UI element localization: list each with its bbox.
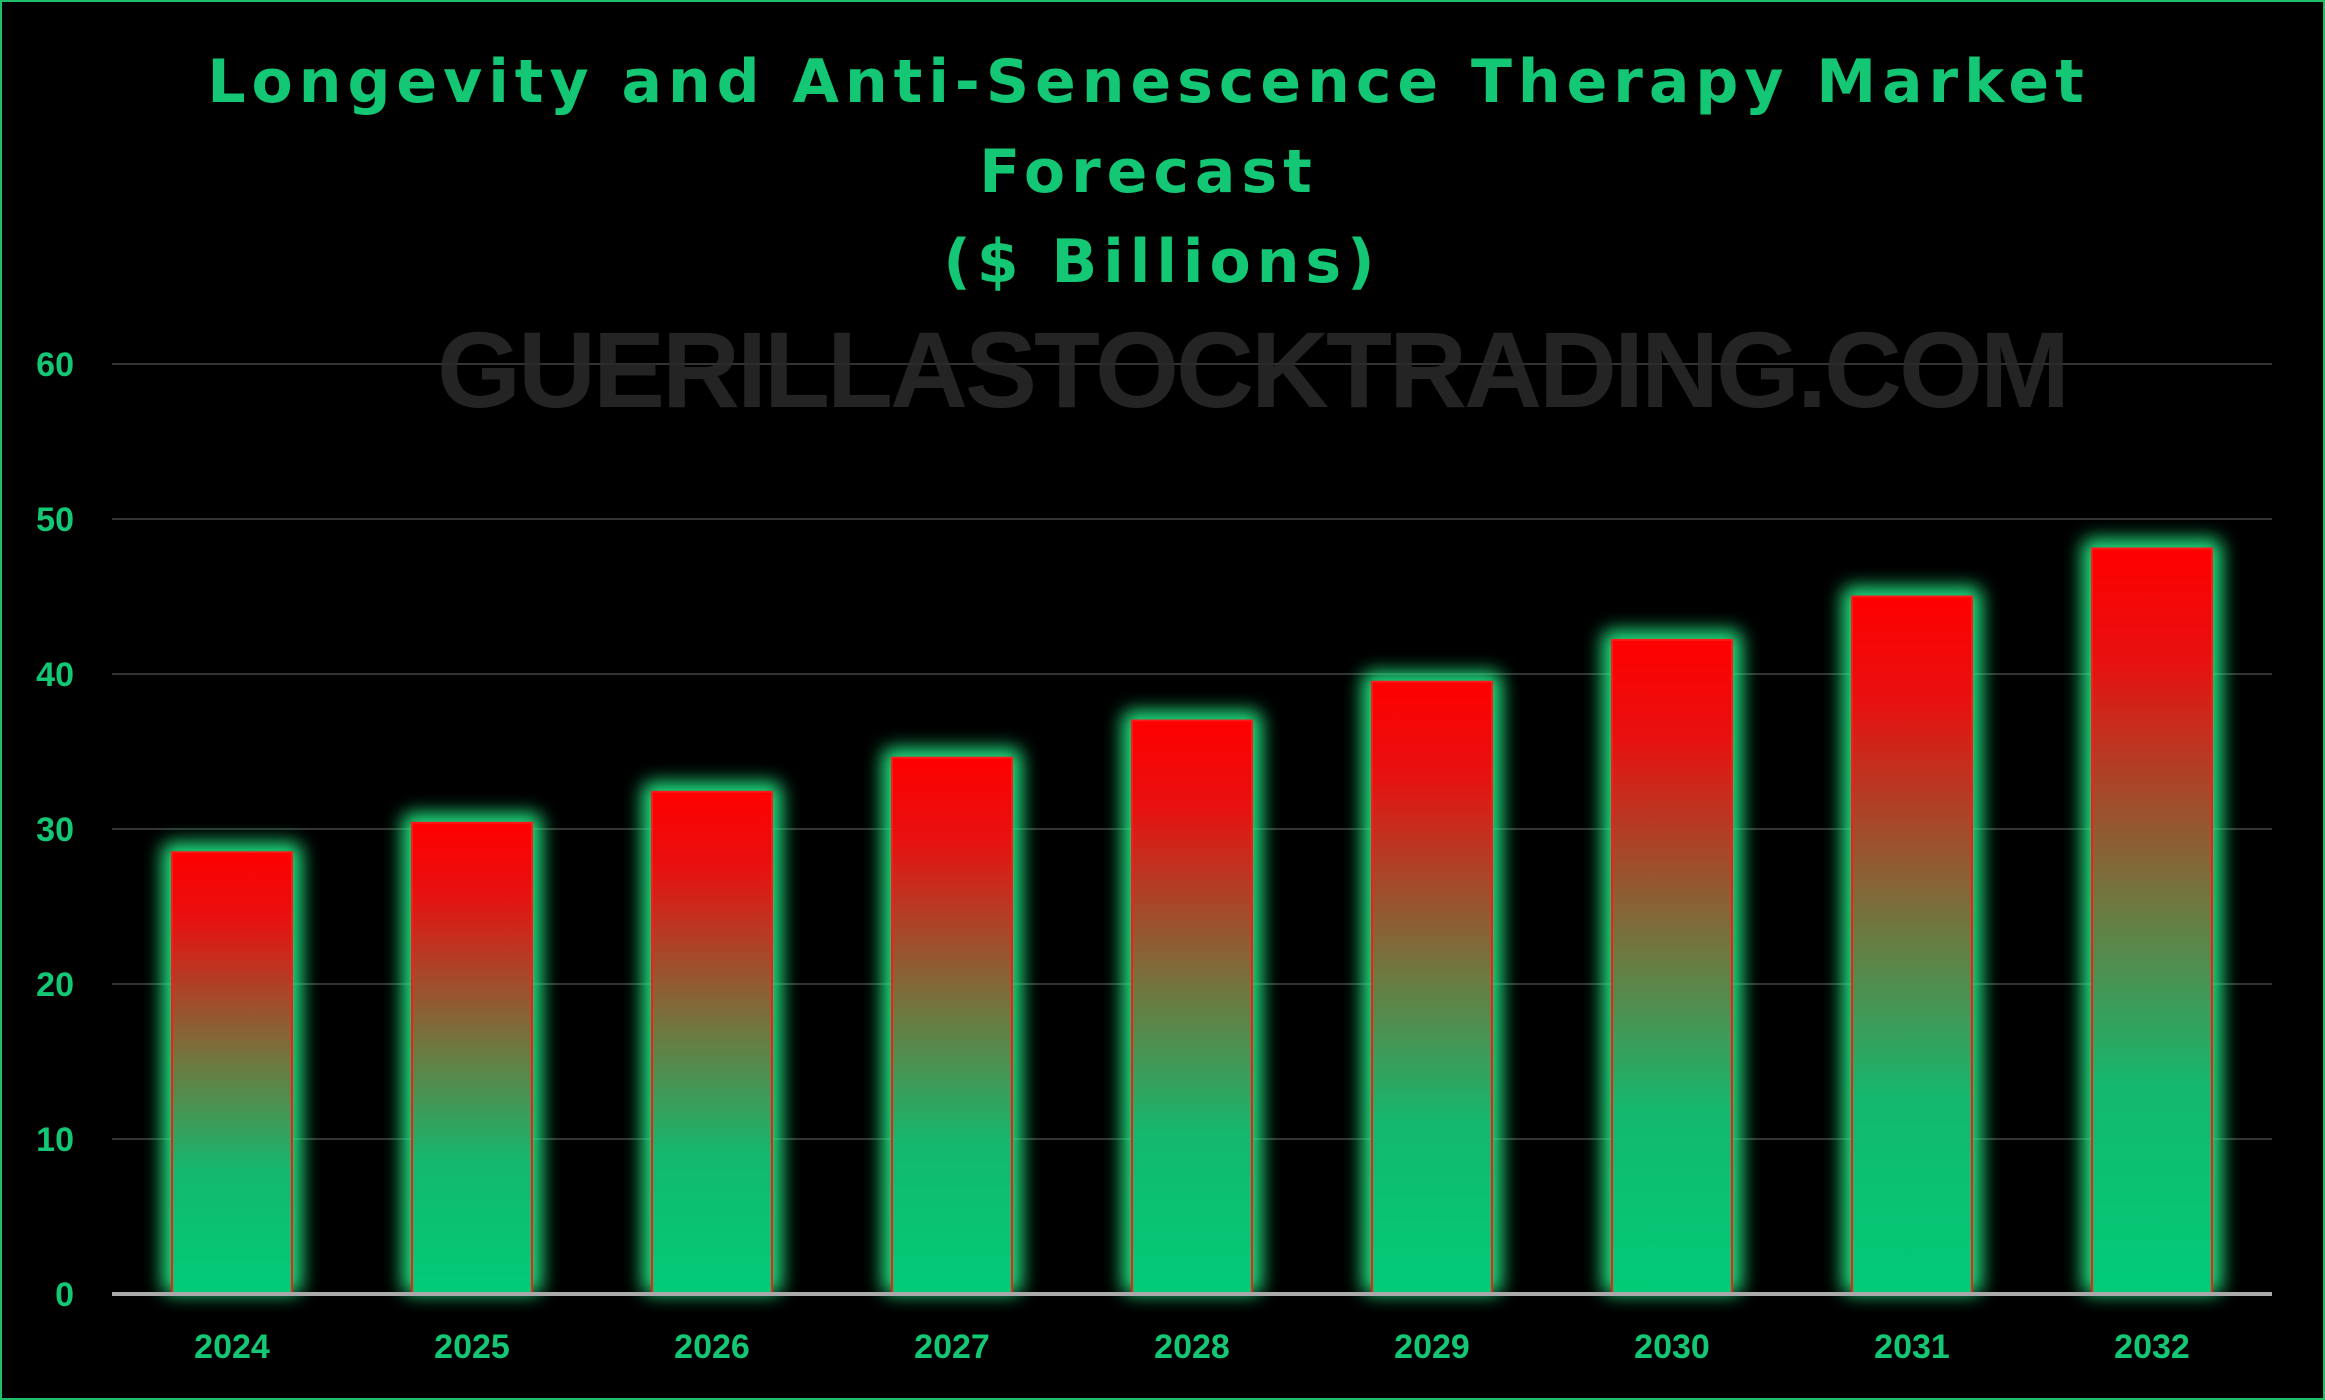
bar-fill: [651, 790, 773, 1295]
y-tick-label: 0: [55, 1276, 74, 1314]
x-tick-label: 2030: [1634, 1328, 1710, 1366]
x-tick-label: 2025: [434, 1328, 510, 1366]
x-tick-label: 2024: [194, 1328, 270, 1366]
bar-fill: [891, 756, 1013, 1295]
x-axis: 2024 2025 2026 2027 2028 2029 2030 2031 2032: [112, 1292, 2272, 1366]
y-tick-label: 60: [36, 346, 74, 384]
x-tick-label: 2028: [1154, 1328, 1230, 1366]
chart-title: Longevity and Anti-Senescence Therapy Ma…: [207, 47, 2116, 297]
bar-2032: [2082, 538, 2222, 1295]
bar-fill: [1371, 680, 1493, 1295]
x-tick-label: 2027: [914, 1328, 990, 1366]
bar-fill: [1851, 595, 1973, 1295]
bar-2027: [882, 747, 1022, 1295]
chart-title-line-2: Forecast: [979, 137, 1318, 207]
y-tick-label: 30: [36, 811, 74, 849]
bar-2024: [162, 842, 302, 1295]
y-tick-label: 40: [36, 656, 74, 694]
chart-title-line-3: ($ Billions): [943, 227, 1380, 297]
x-tick-label: 2031: [1874, 1328, 1950, 1366]
x-tick-label: 2026: [674, 1328, 750, 1366]
bar-2025: [402, 812, 542, 1295]
y-tick-label: 10: [36, 1121, 74, 1159]
bar-fill: [2091, 547, 2213, 1295]
bar-2031: [1842, 586, 1982, 1295]
x-tick-label: 2032: [2114, 1328, 2190, 1366]
y-tick-label: 20: [36, 966, 74, 1004]
bar-2028: [1122, 710, 1262, 1295]
bar-fill: [411, 821, 533, 1295]
watermark: GUERILLASTOCKTRADING.COM: [437, 309, 2067, 430]
bar-2030: [1602, 629, 1742, 1295]
bar-fill: [1611, 638, 1733, 1295]
y-axis: 0 10 20 30 40 50 60: [36, 346, 74, 1314]
bar-fill: [171, 851, 293, 1295]
chart-title-line-1: Longevity and Anti-Senescence Therapy Ma…: [207, 47, 2089, 117]
y-tick-label: 50: [36, 501, 74, 539]
bar-fill: [1131, 719, 1253, 1295]
x-tick-label: 2029: [1394, 1328, 1470, 1366]
bars: [162, 538, 2222, 1295]
bar-2026: [642, 781, 782, 1295]
bar-2029: [1362, 671, 1502, 1295]
